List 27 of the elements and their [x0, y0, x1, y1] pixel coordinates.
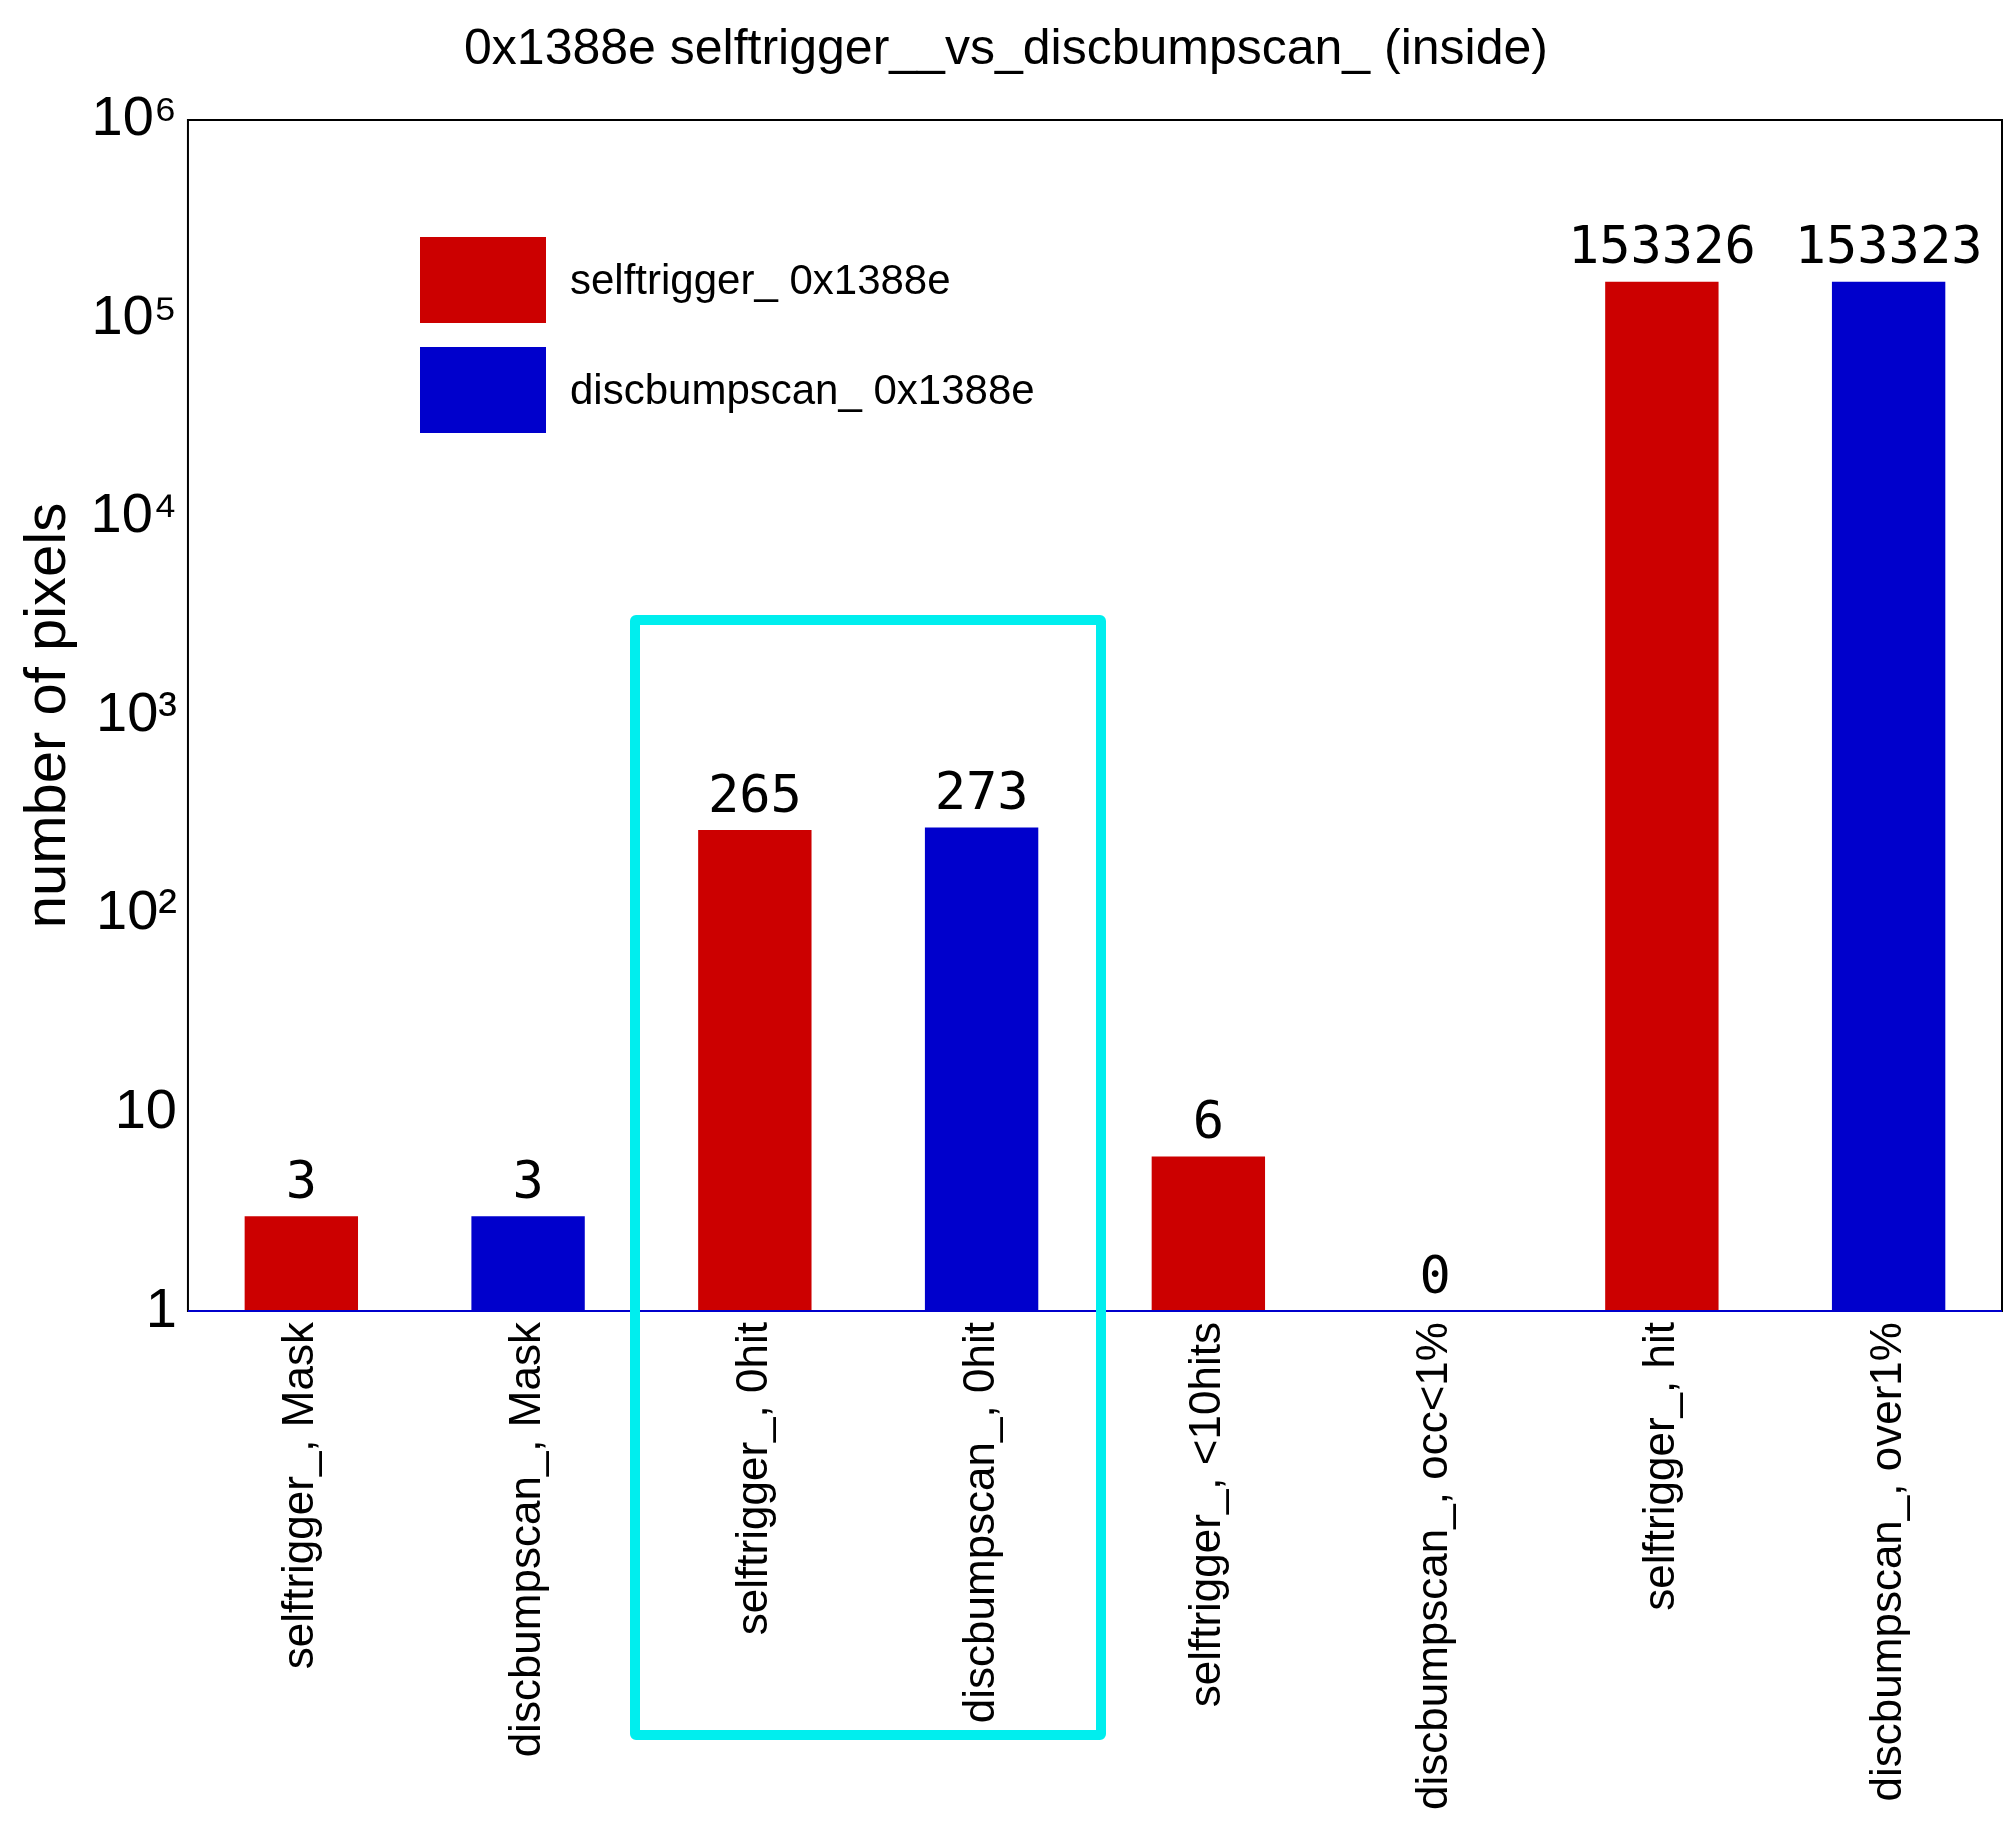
y-tick-label: 10⁵	[91, 282, 177, 346]
x-tick-label: discbumpscan_, 0hit	[953, 1322, 1003, 1724]
legend-label: discbumpscan_ 0x1388e	[570, 366, 1035, 414]
x-tick-label: selftrigger_, Mask	[273, 1321, 323, 1670]
y-tick-label: 10⁶	[91, 84, 177, 148]
annotation: 0	[1419, 1244, 1451, 1305]
x-tick-label: discbumpscan_, Mask	[500, 1321, 550, 1758]
y-axis-title: number of pixels	[11, 502, 77, 929]
x-tick-label: selftrigger_, <10hits	[1180, 1322, 1230, 1708]
data-label: 153323	[1794, 215, 1983, 276]
y-tick-label: 10³	[96, 679, 177, 743]
data-label: 273	[934, 760, 1029, 821]
legend-label: selftrigger_ 0x1388e	[570, 256, 951, 304]
data-label: 6	[1192, 1090, 1225, 1151]
data-label: 3	[285, 1149, 317, 1210]
x-tick-label: discbumpscan_, occ<1%	[1407, 1322, 1457, 1811]
y-tick-label: 10	[114, 1076, 177, 1140]
y-tick-label: 1	[145, 1275, 177, 1339]
y-tick-label: 10²	[96, 878, 177, 942]
chart-title: 0x1388e selftrigger__vs_discbumpscan_ (inside)	[464, 18, 1548, 75]
y-tick-label: 10⁴	[90, 481, 177, 545]
x-tick-label: selftrigger_, hit	[1634, 1322, 1684, 1611]
x-tick-label: discbumpscan_, over1%	[1860, 1322, 1910, 1802]
data-label: 153326	[1567, 215, 1756, 276]
data-label: 265	[707, 763, 802, 824]
x-tick-label: selftrigger_, 0hit	[726, 1322, 776, 1636]
data-label: 3	[512, 1149, 544, 1210]
